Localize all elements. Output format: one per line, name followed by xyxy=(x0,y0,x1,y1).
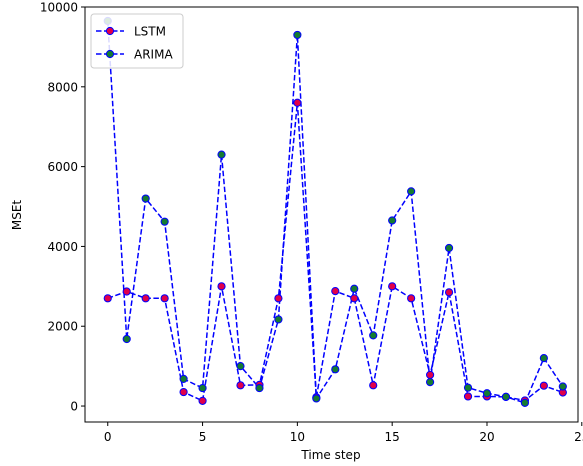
data-point-arima xyxy=(274,315,283,324)
y-tick-label: 4000 xyxy=(47,240,78,254)
data-point-arima xyxy=(558,382,567,391)
data-point-arima xyxy=(198,383,207,393)
data-point-arima xyxy=(141,194,150,203)
data-point-arima xyxy=(520,398,530,407)
legend-label-lstm: LSTM xyxy=(134,25,166,39)
data-point-lstm xyxy=(141,294,150,303)
data-point-lstm xyxy=(463,392,473,401)
data-point-arima xyxy=(293,30,302,40)
data-point-lstm xyxy=(293,98,302,107)
plot-frame xyxy=(84,6,579,423)
data-point-lstm xyxy=(350,294,359,303)
x-tick-label: 0 xyxy=(104,430,112,444)
data-point-arima xyxy=(388,216,397,225)
data-point-arima xyxy=(160,217,169,226)
data-point-lstm xyxy=(407,294,416,303)
legend-label-arima: ARIMA xyxy=(134,48,173,62)
data-point-arima xyxy=(122,334,131,344)
data-point-lstm xyxy=(426,370,435,380)
x-tick-label: 15 xyxy=(385,430,400,444)
data-point-lstm xyxy=(179,387,188,397)
legend: LSTM ARIMA xyxy=(90,13,184,69)
data-point-arima xyxy=(482,389,492,398)
plot-markers xyxy=(103,16,567,407)
data-point-arima xyxy=(426,378,435,387)
plot-lines xyxy=(107,20,564,404)
data-point-lstm xyxy=(217,282,226,291)
y-axis-title: MSEt xyxy=(10,200,24,231)
data-point-lstm xyxy=(274,294,283,303)
y-tick-label: 0 xyxy=(70,400,78,414)
data-point-arima xyxy=(255,383,264,393)
y-axis: 0 2000 4000 6000 8000 10000 xyxy=(40,1,85,414)
data-point-arima xyxy=(407,187,416,196)
legend-marker-arima xyxy=(105,49,115,59)
legend-marker-lstm xyxy=(105,26,115,36)
data-point-arima xyxy=(444,243,454,253)
data-point-arima xyxy=(236,362,245,371)
data-point-arima xyxy=(331,365,340,374)
data-point-arima xyxy=(179,374,188,383)
x-tick-label: 5 xyxy=(199,430,207,444)
series-line-lstm xyxy=(107,102,564,402)
x-axis-title: Time step xyxy=(300,448,360,462)
x-tick-label: 20 xyxy=(479,430,494,444)
data-point-lstm xyxy=(122,287,131,296)
data-point-lstm xyxy=(539,381,548,390)
data-point-lstm xyxy=(388,282,397,291)
data-point-arima xyxy=(217,150,226,159)
data-point-arima xyxy=(463,383,473,392)
data-point-lstm xyxy=(369,381,378,390)
data-point-arima xyxy=(369,331,378,340)
data-point-lstm xyxy=(103,294,112,303)
x-tick-label: 25 xyxy=(574,430,583,444)
series-line-arima xyxy=(107,20,564,404)
data-point-lstm xyxy=(198,396,207,405)
data-point-lstm xyxy=(444,288,454,297)
data-point-lstm xyxy=(331,287,340,296)
y-tick-label: 8000 xyxy=(47,80,78,94)
data-point-arima xyxy=(501,392,511,401)
y-tick-label: 10000 xyxy=(40,1,78,15)
data-point-arima xyxy=(312,394,321,403)
y-tick-label: 2000 xyxy=(47,320,78,334)
data-point-lstm xyxy=(236,381,245,390)
data-point-arima xyxy=(350,284,359,293)
data-point-arima xyxy=(539,354,548,363)
x-axis: 0 5 10 15 20 25 xyxy=(104,422,583,444)
y-tick-label: 6000 xyxy=(47,160,78,174)
data-point-lstm xyxy=(160,294,169,303)
x-tick-label: 10 xyxy=(290,430,305,444)
